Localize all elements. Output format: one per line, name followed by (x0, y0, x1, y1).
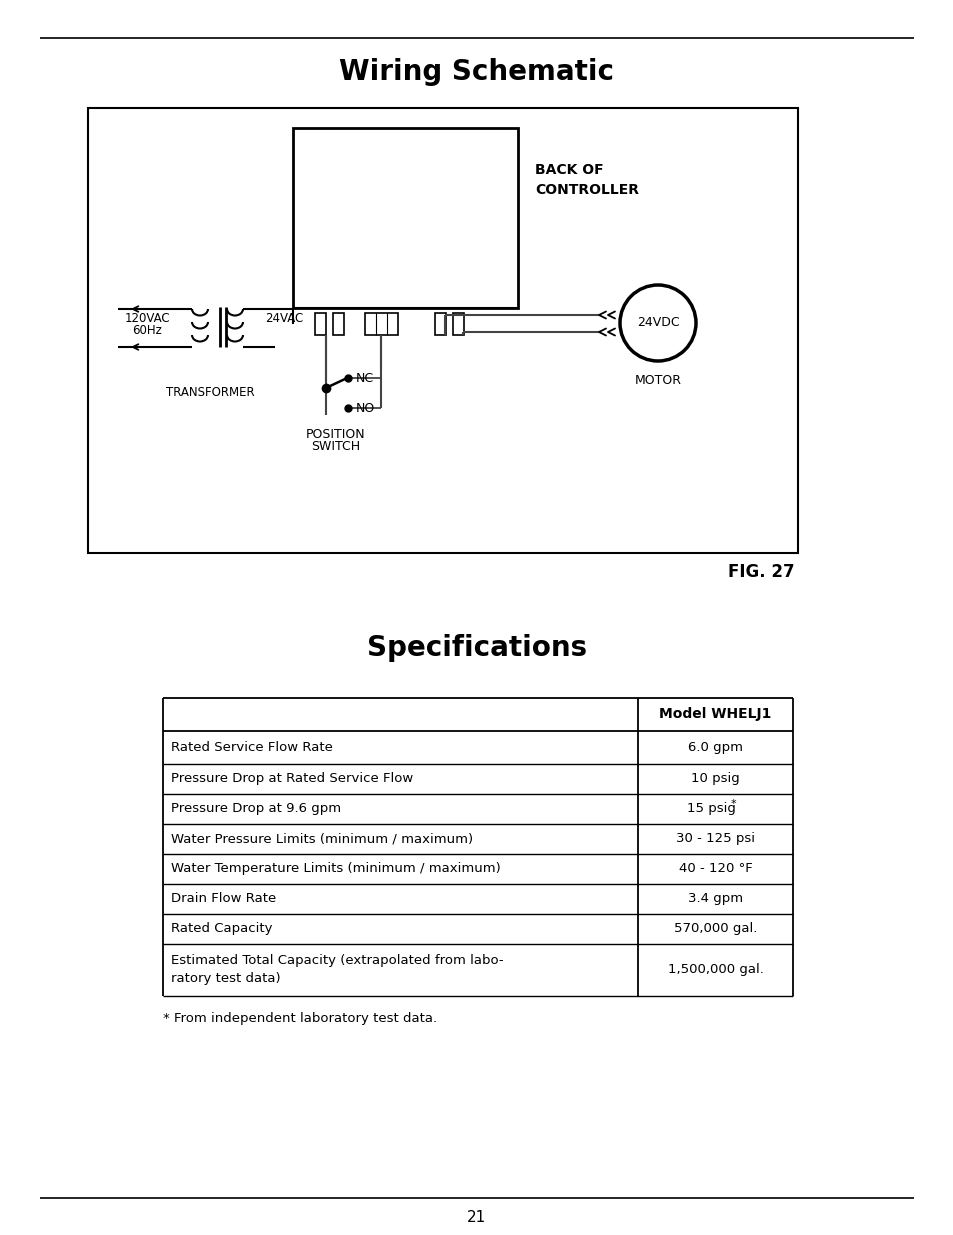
Text: ratory test data): ratory test data) (171, 972, 280, 986)
Text: 60Hz: 60Hz (132, 324, 162, 336)
Text: POSITION: POSITION (306, 429, 365, 441)
Text: BACK OF: BACK OF (535, 163, 603, 177)
Text: SWITCH: SWITCH (311, 441, 360, 453)
Text: CONTROLLER: CONTROLLER (535, 183, 639, 198)
Text: Pressure Drop at 9.6 gpm: Pressure Drop at 9.6 gpm (171, 803, 341, 815)
Text: 120VAC: 120VAC (124, 311, 170, 325)
Text: 24VAC: 24VAC (265, 311, 303, 325)
Text: 40 - 120 °F: 40 - 120 °F (678, 862, 752, 876)
Text: 15 psig: 15 psig (686, 803, 735, 815)
Text: Pressure Drop at Rated Service Flow: Pressure Drop at Rated Service Flow (171, 773, 413, 785)
Bar (333, 312, 344, 335)
Text: 24VDC: 24VDC (636, 316, 679, 330)
Text: MOTOR: MOTOR (634, 373, 680, 387)
Text: 30 - 125 psi: 30 - 125 psi (676, 832, 754, 846)
Text: Water Pressure Limits (minimum / maximum): Water Pressure Limits (minimum / maximum… (171, 832, 473, 846)
Bar (88, 107, 797, 553)
Bar (365, 312, 397, 335)
Text: Specifications: Specifications (367, 634, 586, 662)
Text: 1,500,000 gal.: 1,500,000 gal. (667, 963, 762, 977)
Text: Estimated Total Capacity (extrapolated from labo-: Estimated Total Capacity (extrapolated f… (171, 955, 503, 967)
Text: 21: 21 (467, 1210, 486, 1225)
Text: NO: NO (355, 401, 375, 415)
Bar (314, 312, 326, 335)
Text: Rated Capacity: Rated Capacity (171, 923, 273, 935)
Text: 570,000 gal.: 570,000 gal. (673, 923, 757, 935)
Text: 10 psig: 10 psig (690, 773, 740, 785)
Text: Rated Service Flow Rate: Rated Service Flow Rate (171, 741, 333, 755)
Text: 3.4 gpm: 3.4 gpm (687, 893, 742, 905)
Circle shape (619, 285, 696, 361)
Text: Wiring Schematic: Wiring Schematic (339, 58, 614, 86)
Bar (435, 312, 446, 335)
Text: Drain Flow Rate: Drain Flow Rate (171, 893, 276, 905)
Text: Model WHELJ1: Model WHELJ1 (659, 708, 771, 721)
Text: * From independent laboratory test data.: * From independent laboratory test data. (163, 1011, 436, 1025)
Bar (293, 128, 517, 308)
Text: NC: NC (355, 372, 374, 384)
Text: TRANSFORMER: TRANSFORMER (166, 385, 254, 399)
Text: FIG. 27: FIG. 27 (727, 563, 794, 580)
Bar (453, 312, 463, 335)
Text: *: * (730, 799, 736, 809)
Text: Water Temperature Limits (minimum / maximum): Water Temperature Limits (minimum / maxi… (171, 862, 500, 876)
Text: 6.0 gpm: 6.0 gpm (687, 741, 742, 755)
